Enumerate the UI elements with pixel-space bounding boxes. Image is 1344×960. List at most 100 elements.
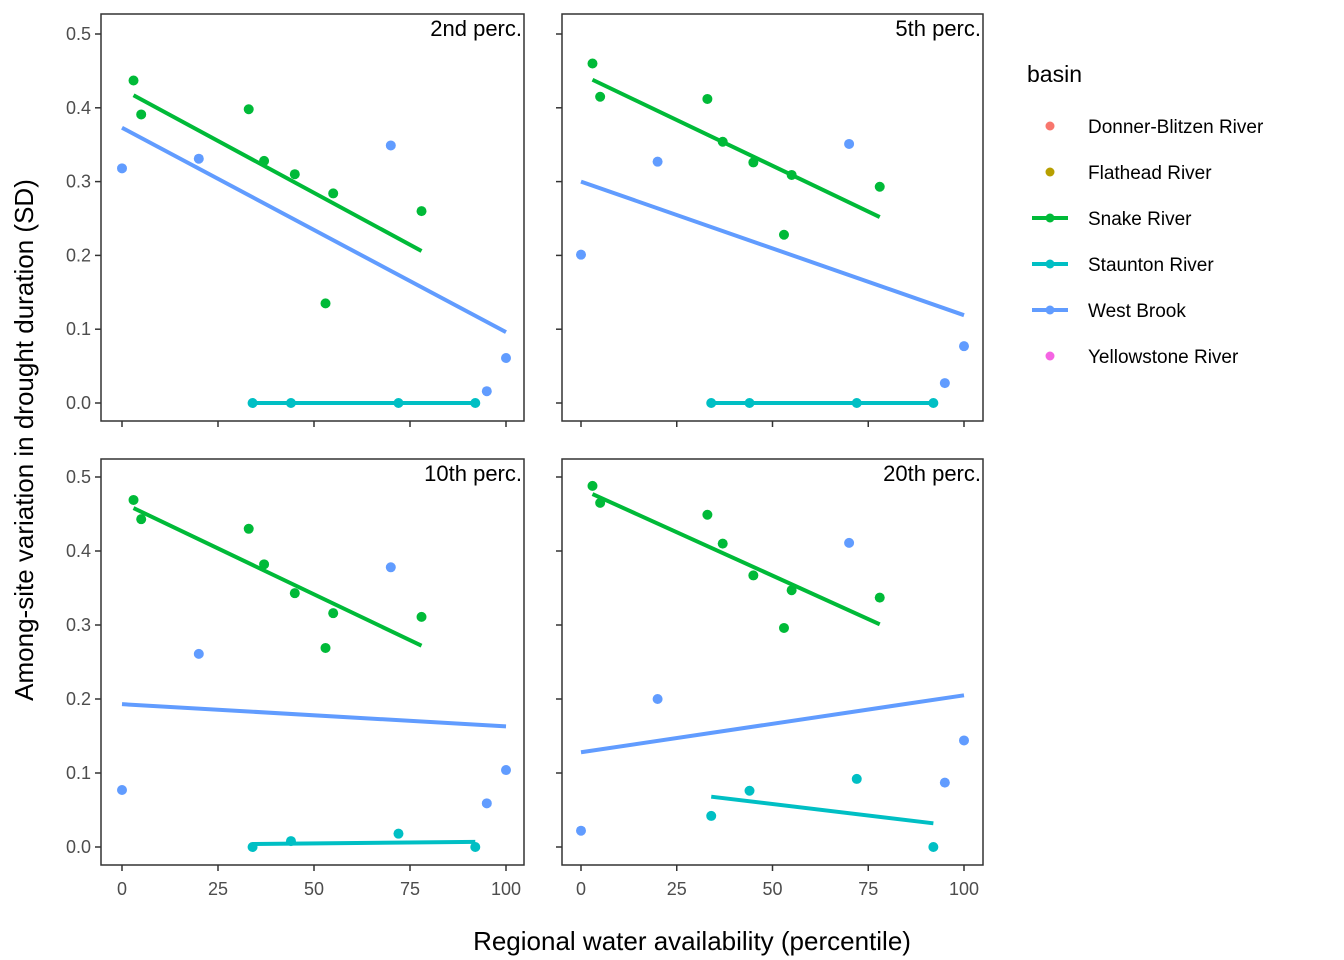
point-west-brook [501, 352, 511, 363]
x-tick-label: 50 [304, 879, 324, 899]
fit-line-snake-river [132, 506, 423, 648]
legend-title: basin [1027, 61, 1082, 87]
x-tick-label: 75 [858, 879, 878, 899]
plot-area [117, 494, 511, 852]
legend-item-flathead-river: Flathead River [1045, 163, 1212, 184]
fit-line-west-brook [580, 693, 965, 755]
point-snake-river [259, 559, 270, 570]
point-west-brook [193, 648, 204, 659]
panel-1: 0.0 0.1 0.2 0.3 0.4 0.5 2nd perc. [66, 13, 525, 427]
point-west-brook [385, 140, 396, 151]
point-west-brook [193, 153, 204, 164]
y-tick-label: 0.2 [66, 245, 91, 265]
legend-item-snake-river: Snake River [1032, 209, 1192, 230]
point-west-brook [652, 156, 663, 167]
legend-item-west-brook: West Brook [1032, 301, 1186, 322]
point-snake-river [416, 611, 427, 622]
legend-label: Yellowstone River [1088, 347, 1239, 368]
x-tick-label: 0 [117, 879, 127, 899]
y-axis-title: Among-site variation in drought duration… [9, 179, 39, 701]
x-tick-label: 75 [400, 879, 420, 899]
point-west-brook [652, 694, 663, 704]
point-west-brook [117, 785, 127, 796]
legend-label: West Brook [1088, 301, 1186, 322]
panel-title: 10th perc. [424, 461, 522, 486]
legend-item-donner-blitzen-river: Donner-Blitzen River [1045, 117, 1264, 138]
y-tick-label: 0.5 [66, 467, 91, 487]
x-tick-label: 100 [949, 879, 979, 899]
point-snake-river [587, 58, 598, 69]
y-tick-label: 0.0 [66, 837, 91, 857]
panel-title: 20th perc. [883, 461, 981, 486]
point-west-brook [501, 765, 511, 776]
legend-point-key [1045, 167, 1055, 177]
legend-item-staunton-river: Staunton River [1032, 255, 1214, 276]
fit-line-west-brook [580, 179, 965, 318]
panel-2: 5th perc. [556, 13, 984, 427]
point-west-brook [576, 249, 586, 260]
point-west-brook [385, 562, 396, 573]
point-west-brook [939, 777, 950, 788]
point-snake-river [778, 229, 789, 240]
point-snake-river [717, 538, 728, 549]
fit-line-staunton-river [252, 839, 476, 847]
panel-border [561, 13, 984, 422]
legend-point-key [1045, 121, 1055, 131]
legend-label: Snake River [1088, 209, 1192, 230]
y-tick-label: 0.1 [66, 319, 91, 339]
x-tick-label: 25 [208, 879, 228, 899]
point-snake-river [128, 494, 139, 505]
point-snake-river [289, 588, 300, 599]
point-staunton-river [393, 828, 404, 839]
fit-line-snake-river [591, 77, 881, 219]
y-tick-label: 0.2 [66, 689, 91, 709]
point-west-brook [959, 341, 969, 352]
plot-area [576, 58, 969, 408]
y-tick-label: 0.3 [66, 615, 91, 635]
point-snake-river [702, 509, 713, 520]
point-snake-river [328, 188, 339, 199]
point-staunton-river [470, 842, 481, 852]
y-tick-label: 0.1 [66, 763, 91, 783]
point-west-brook [576, 825, 586, 836]
legend-point-key [1045, 351, 1055, 361]
point-snake-river [289, 169, 300, 180]
point-snake-river [778, 622, 789, 633]
point-snake-river [136, 514, 147, 525]
point-snake-river [416, 206, 427, 217]
point-west-brook [117, 163, 127, 174]
x-tick-label: 50 [762, 879, 782, 899]
point-west-brook [939, 378, 950, 389]
point-snake-river [243, 523, 254, 534]
point-staunton-river [928, 842, 939, 852]
panel-title: 5th perc. [895, 16, 981, 41]
point-snake-river [595, 91, 606, 102]
legend-label: Flathead River [1088, 163, 1212, 184]
point-west-brook [844, 138, 855, 149]
legend-point-key [1045, 259, 1055, 269]
fit-line-staunton-river [710, 794, 934, 826]
legend-item-yellowstone-river: Yellowstone River [1045, 347, 1239, 368]
legend: basin Donner-Blitzen River Flathead River… [1027, 61, 1264, 368]
x-tick-label: 25 [667, 879, 687, 899]
legend-point-key [1045, 213, 1055, 223]
panel-3: 0.0 0.1 0.2 0.3 0.4 0.5 0 25 50 75 100 10th perc. [66, 458, 525, 899]
plot-area [576, 480, 969, 852]
point-staunton-river [851, 773, 862, 784]
legend-label: Staunton River [1088, 255, 1214, 276]
panel-border [100, 458, 525, 866]
panel-title: 2nd perc. [430, 16, 522, 41]
y-tick-label: 0.3 [66, 172, 91, 192]
panel-4: 0 25 50 75 100 20th perc. [556, 458, 984, 899]
point-snake-river [874, 592, 885, 603]
point-snake-river [328, 608, 339, 619]
point-west-brook [481, 386, 492, 397]
y-tick-label: 0.0 [66, 393, 91, 413]
point-snake-river [243, 104, 254, 115]
fit-line-west-brook [121, 702, 507, 729]
y-tick-label: 0.4 [66, 541, 91, 561]
point-snake-river [748, 570, 759, 581]
y-tick-label: 0.5 [66, 24, 91, 44]
point-west-brook [959, 735, 969, 746]
